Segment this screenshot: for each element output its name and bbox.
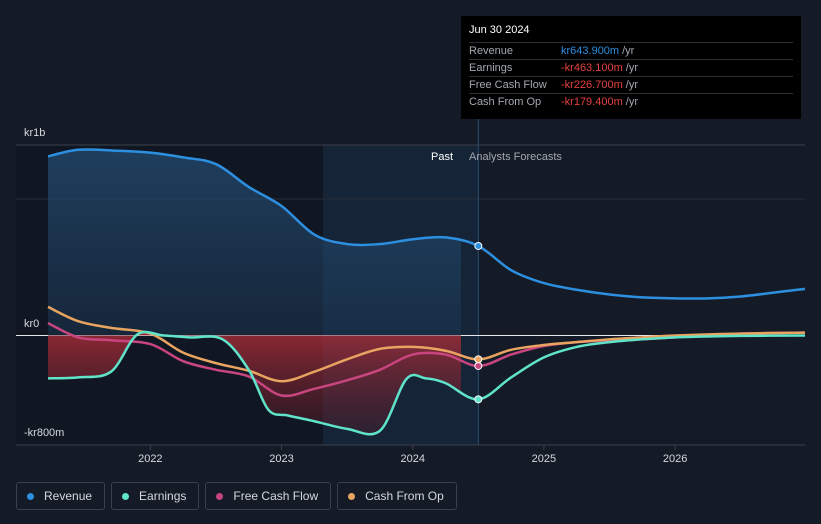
x-tick-label: 2022: [138, 453, 162, 465]
tooltip-row: Revenue kr643.900m/yr: [469, 42, 793, 59]
legend-label: Free Cash Flow: [233, 489, 319, 503]
tooltip-row-value: -kr179.400m: [561, 96, 623, 108]
revenue-line: [47, 148, 806, 300]
y-label-top: kr1b: [24, 127, 45, 139]
forecast-label: Analysts Forecasts: [469, 151, 562, 163]
tooltip-row-label: Earnings: [469, 62, 513, 74]
legend: Revenue Earnings Free Cash Flow Cash From O…: [16, 482, 457, 510]
y-label-zero: kr0: [24, 318, 39, 330]
tooltip-row: Cash From Op -kr179.400m/yr: [469, 93, 793, 110]
legend-dot-icon: [27, 492, 34, 500]
tooltip-row-unit: /yr: [625, 79, 638, 91]
legend-dot-icon: [122, 492, 130, 500]
cash-from-op-line: [47, 305, 806, 383]
cash-from-op-point: [474, 355, 483, 364]
legend-item-revenue[interactable]: Revenue: [16, 482, 106, 510]
x-tick-label: 2023: [269, 453, 293, 465]
tooltip-row-unit: /yr: [625, 96, 638, 108]
legend-label: Revenue: [44, 489, 93, 503]
tooltip-row: Earnings -kr463.100m/yr: [469, 59, 793, 76]
legend-dot-icon: [216, 492, 224, 500]
earnings-point: [474, 395, 483, 404]
tooltip-row-label: Revenue: [469, 45, 514, 57]
tooltip-row-unit: /yr: [622, 45, 635, 57]
tooltip-row-unit: /yr: [625, 62, 638, 74]
tooltip-row-value: -kr463.100m: [561, 62, 623, 74]
tooltip-row-label: Cash From Op: [469, 96, 542, 108]
tooltip: Jun 30 2024 Revenue kr643.900m/yr Earnings…: [461, 16, 801, 119]
legend-item-cash-from-op[interactable]: Cash From Op: [337, 482, 457, 510]
x-tick-label: 2026: [663, 453, 687, 465]
earnings-area: [48, 332, 461, 435]
y-label-bottom: -kr800m: [24, 427, 64, 439]
x-tick-label: 2025: [532, 453, 556, 465]
legend-label: Cash From Op: [365, 489, 444, 503]
legend-item-earnings[interactable]: Earnings: [111, 482, 200, 510]
x-tick-label: 2024: [400, 453, 424, 465]
legend-item-free-cash-flow[interactable]: Free Cash Flow: [205, 482, 332, 510]
legend-dot-icon: [348, 492, 356, 500]
earnings-line: [47, 330, 806, 436]
tooltip-row: Free Cash Flow -kr226.700m/yr: [469, 76, 793, 93]
tooltip-date: Jun 30 2024: [469, 24, 530, 36]
revenue-area: [48, 149, 461, 336]
tooltip-row-value: kr643.900m: [561, 45, 620, 57]
tooltip-row-label: Free Cash Flow: [469, 79, 547, 91]
past-label: Past: [431, 151, 453, 163]
free-cash-flow-point: [474, 361, 483, 370]
revenue-point: [474, 241, 483, 250]
tooltip-row-value: -kr226.700m: [561, 79, 623, 91]
legend-label: Earnings: [139, 489, 187, 503]
